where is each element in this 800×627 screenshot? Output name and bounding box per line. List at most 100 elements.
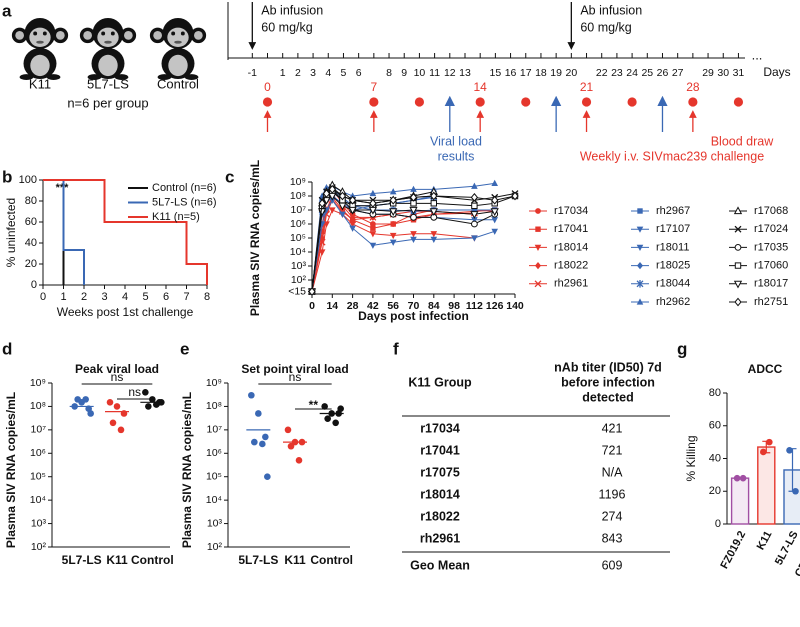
- day-tick-label: 24: [626, 67, 638, 79]
- x-tick-label: 0: [40, 291, 46, 303]
- legend-marker: [535, 208, 541, 214]
- legend-marker: [534, 244, 542, 251]
- x-tick-label: 5L7-LS: [238, 553, 278, 567]
- panel-letter: a: [2, 1, 12, 20]
- day-tick-label: 3: [310, 67, 316, 79]
- day-tick-label: 26: [657, 67, 669, 79]
- group-note: n=6 per group: [67, 95, 148, 110]
- x-tick-label: 7: [183, 291, 189, 303]
- data-point: [145, 403, 152, 410]
- day-tick-label: 29: [702, 67, 714, 79]
- infusion-dose: 60 mg/kg: [261, 20, 312, 34]
- data-point: [389, 188, 397, 195]
- data-point: [792, 487, 799, 495]
- day-tick-label: 15: [490, 67, 502, 79]
- blood-draw-dot: [581, 97, 592, 107]
- significance-label: ns: [111, 370, 124, 384]
- x-tick-label: 14: [326, 300, 338, 312]
- data-point: [117, 426, 125, 434]
- y-tick-label: 20: [25, 258, 37, 270]
- x-tick-label: 6: [163, 291, 169, 303]
- legend-marker: [636, 280, 644, 288]
- x-tick-label: 70: [408, 300, 420, 312]
- data-point: [251, 438, 258, 446]
- x-tick-label: 42: [367, 300, 379, 312]
- table-cell: 1196: [599, 487, 626, 501]
- day-tick-label: 17: [520, 67, 532, 79]
- data-point: [74, 396, 81, 403]
- y-tick-label: 10⁷: [31, 424, 47, 436]
- day-tick-label: 13: [459, 67, 471, 79]
- group-label: 5L7-LS: [87, 76, 129, 91]
- data-point: [348, 195, 357, 205]
- day-tick-label: 23: [611, 67, 623, 79]
- x-tick-label: 112: [466, 300, 483, 312]
- legend-label: Control (n=6): [152, 182, 217, 194]
- x-tick-label: 140: [506, 300, 524, 312]
- panel-letter: g: [677, 339, 687, 358]
- data-point: [471, 217, 478, 224]
- significance-label: ns: [289, 370, 302, 384]
- data-point: [255, 410, 262, 417]
- day-tick-label: 16: [505, 67, 517, 79]
- x-tick-label: 28: [347, 300, 359, 312]
- legend-marker: [637, 262, 643, 270]
- data-point: [264, 473, 271, 481]
- table-cell: 843: [602, 531, 623, 545]
- data-point: [349, 221, 356, 228]
- day-tick-label: 1: [280, 67, 286, 79]
- data-point: [142, 389, 149, 396]
- legend-label: r18022: [554, 260, 588, 272]
- x-tick-label: 126: [486, 300, 504, 312]
- chart-title: Peak viral load: [75, 362, 159, 376]
- challenge-day-label: 28: [686, 80, 700, 94]
- y-tick-label: 10⁵: [206, 470, 222, 482]
- data-point: [733, 474, 741, 482]
- data-point: [82, 396, 89, 403]
- chart-title: Set point viral load: [241, 362, 348, 376]
- day-tick-label: -1: [248, 67, 257, 79]
- legend-label: r18014: [554, 241, 588, 253]
- data-point: [389, 195, 397, 205]
- data-point: [410, 213, 417, 221]
- day-tick-label: 25: [641, 67, 653, 79]
- series-line: [311, 199, 495, 292]
- data-point: [308, 287, 316, 296]
- survival-line: [43, 179, 65, 285]
- chart-title: ADCC: [748, 362, 783, 376]
- day-tick-label: 11: [429, 67, 440, 79]
- legend-label: r17068: [754, 205, 788, 217]
- x-tick-label: 8: [204, 291, 210, 303]
- data-point: [410, 185, 417, 192]
- data-point: [349, 216, 357, 224]
- x-tick-label: 1: [60, 291, 66, 303]
- data-point: [369, 242, 377, 249]
- table-cell: 421: [602, 421, 623, 435]
- table-cell: 721: [602, 443, 623, 457]
- blood-draw-dot: [627, 97, 637, 107]
- challenge-label: Weekly i.v. SIVmac239 challenge: [580, 149, 764, 163]
- y-tick-label: 0: [31, 279, 37, 291]
- x-tick-label: K11: [284, 553, 306, 567]
- y-tick-label: 10³: [291, 260, 307, 272]
- legend-label: r17035: [754, 241, 788, 253]
- day-tick-label: 19: [550, 67, 562, 79]
- data-point: [262, 433, 269, 441]
- blood-draw-dot: [521, 97, 531, 107]
- data-point: [318, 208, 327, 217]
- data-point: [338, 191, 347, 201]
- challenge-day-label: 14: [474, 80, 488, 94]
- y-tick-label: 10²: [31, 541, 47, 553]
- data-point: [766, 438, 773, 446]
- day-tick-label: 6: [356, 67, 362, 79]
- day-tick-label: 20: [565, 67, 577, 79]
- day-tick-label: 9: [401, 67, 407, 79]
- legend-marker: [535, 226, 541, 232]
- day-tick-label: 27: [672, 67, 684, 79]
- legend-marker: [637, 208, 643, 214]
- x-tick-label: FZ019.2: [718, 529, 748, 571]
- table-header: K11 Group: [408, 375, 472, 389]
- y-tick-label: 10⁴: [290, 246, 306, 258]
- legend-marker: [733, 280, 743, 289]
- panel-letter: d: [2, 339, 12, 358]
